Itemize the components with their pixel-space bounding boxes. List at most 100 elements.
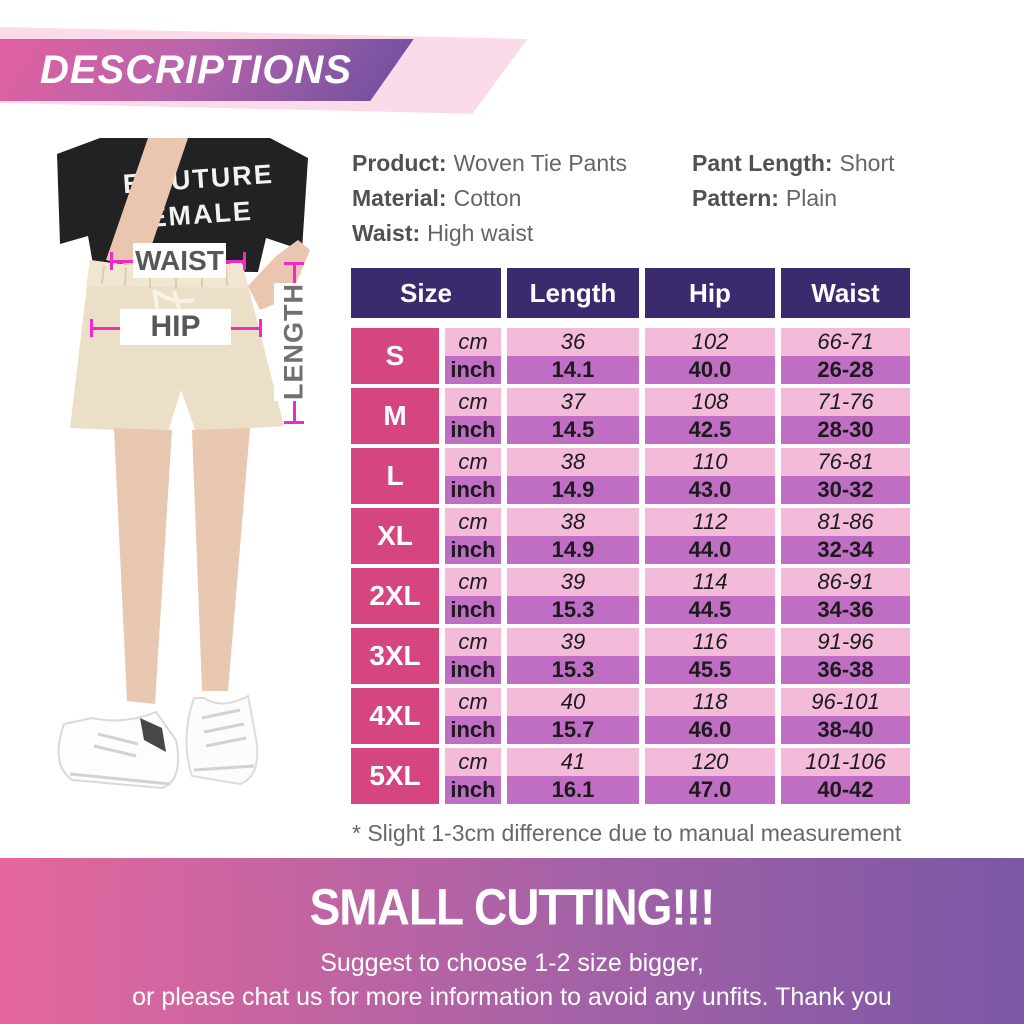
small-cutting-banner: SMALL CUTTING!!! Suggest to choose 1-2 s… (0, 858, 1024, 1024)
size-cell: L (351, 448, 439, 504)
field-label: Pant Length: (692, 150, 833, 176)
hip-value-cell: 114 44.5 (645, 568, 775, 624)
hip-cm-value: 110 (645, 448, 775, 476)
field-value: Cotton (453, 185, 522, 211)
hip-value-cell: 110 43.0 (645, 448, 775, 504)
size-chart-table: Size Length Hip Waist S cm inch 36 14.1 … (351, 268, 911, 808)
left-sneaker (57, 710, 180, 790)
unit-inch-label: inch (445, 416, 501, 444)
field-label: Material: (352, 185, 447, 211)
unit-inch-label: inch (445, 776, 501, 804)
field-value: Short (839, 150, 895, 176)
waist-value-cell: 71-76 28-30 (781, 388, 910, 444)
shorts-shape (70, 260, 284, 432)
waist-cm-value: 96-101 (781, 688, 910, 716)
column-header-hip: Hip (645, 268, 775, 318)
length-inch-value: 15.3 (507, 656, 639, 684)
unit-cm-label: cm (445, 388, 501, 416)
waist-inch-value: 34-36 (781, 596, 910, 624)
product-field: Pant Length: Short (692, 150, 895, 176)
unit-column: cm inch (445, 328, 501, 384)
table-row: M cm inch 37 14.5 108 42.5 71-76 28-30 (351, 388, 911, 444)
waist-value-cell: 96-101 38-40 (781, 688, 910, 744)
hip-inch-value: 44.0 (645, 536, 775, 564)
length-cm-value: 39 (507, 568, 639, 596)
hip-inch-value: 47.0 (645, 776, 775, 804)
waist-value-cell: 91-96 36-38 (781, 628, 910, 684)
unit-column: cm inch (445, 748, 501, 804)
right-arm (248, 240, 310, 310)
product-field: Product: Woven Tie Pants (352, 150, 627, 176)
length-cm-value: 39 (507, 628, 639, 656)
product-field: Pattern: Plain (692, 185, 895, 211)
length-inch-value: 15.7 (507, 716, 639, 744)
hip-value-cell: 120 47.0 (645, 748, 775, 804)
banner-subline-1: Suggest to choose 1-2 size bigger, (320, 949, 704, 977)
hip-value-cell: 112 44.0 (645, 508, 775, 564)
length-inch-value: 16.1 (507, 776, 639, 804)
length-inch-value: 14.9 (507, 536, 639, 564)
unit-cm-label: cm (445, 748, 501, 776)
length-value-cell: 39 15.3 (507, 568, 639, 624)
unit-inch-label: inch (445, 716, 501, 744)
waist-cm-value: 76-81 (781, 448, 910, 476)
unit-cm-label: cm (445, 688, 501, 716)
length-inch-value: 15.3 (507, 596, 639, 624)
left-arm (106, 138, 188, 268)
hip-cm-value: 118 (645, 688, 775, 716)
length-inch-value: 14.5 (507, 416, 639, 444)
unit-inch-label: inch (445, 356, 501, 384)
banner-subline-2: or please chat us for more information t… (132, 983, 892, 1011)
hip-value-cell: 102 40.0 (645, 328, 775, 384)
hip-cm-value: 108 (645, 388, 775, 416)
length-value-cell: 41 16.1 (507, 748, 639, 804)
product-field: Waist: High waist (352, 220, 627, 246)
column-header-length: Length (507, 268, 639, 318)
length-inch-value: 14.1 (507, 356, 639, 384)
waist-value-cell: 66-71 26-28 (781, 328, 910, 384)
hip-cm-value: 112 (645, 508, 775, 536)
table-row: 2XL cm inch 39 15.3 114 44.5 86-91 34-36 (351, 568, 911, 624)
length-value-cell: 36 14.1 (507, 328, 639, 384)
unit-cm-label: cm (445, 448, 501, 476)
table-row: 5XL cm inch 41 16.1 120 47.0 101-106 40-… (351, 748, 911, 804)
unit-inch-label: inch (445, 596, 501, 624)
length-value-cell: 40 15.7 (507, 688, 639, 744)
waist-inch-value: 28-30 (781, 416, 910, 444)
length-inch-value: 14.9 (507, 476, 639, 504)
size-table-rows: S cm inch 36 14.1 102 40.0 66-71 26-28 M… (351, 328, 911, 804)
waist-cm-value: 66-71 (781, 328, 910, 356)
table-row: XL cm inch 38 14.9 112 44.0 81-86 32-34 (351, 508, 911, 564)
measurement-footnote: * Slight 1-3cm difference due to manual … (352, 820, 902, 846)
field-value: High waist (427, 220, 534, 246)
waist-inch-value: 40-42 (781, 776, 910, 804)
hip-inch-value: 45.5 (645, 656, 775, 684)
product-info-left: Product: Woven Tie Pants Material: Cotton … (352, 150, 627, 255)
table-row: L cm inch 38 14.9 110 43.0 76-81 30-32 (351, 448, 911, 504)
waist-inch-value: 36-38 (781, 656, 910, 684)
unit-column: cm inch (445, 448, 501, 504)
size-cell: 5XL (351, 748, 439, 804)
waist-cm-value: 71-76 (781, 388, 910, 416)
unit-column: cm inch (445, 688, 501, 744)
field-label: Pattern: (692, 185, 779, 211)
left-sneaker-heel-patch (140, 718, 166, 752)
unit-inch-label: inch (445, 476, 501, 504)
waist-inch-value: 32-34 (781, 536, 910, 564)
unit-column: cm inch (445, 568, 501, 624)
waist-inch-value: 26-28 (781, 356, 910, 384)
table-row: 4XL cm inch 40 15.7 118 46.0 96-101 38-4… (351, 688, 911, 744)
table-header-row: Size Length Hip Waist (351, 268, 911, 318)
descriptions-banner: DESCRIPTIONS (0, 26, 560, 120)
size-cell: 4XL (351, 688, 439, 744)
length-value-cell: 39 15.3 (507, 628, 639, 684)
hip-inch-value: 40.0 (645, 356, 775, 384)
waist-value-cell: 86-91 34-36 (781, 568, 910, 624)
length-cm-value: 37 (507, 388, 639, 416)
field-value: Plain (785, 185, 838, 211)
size-cell: XL (351, 508, 439, 564)
unit-cm-label: cm (445, 508, 501, 536)
unit-column: cm inch (445, 508, 501, 564)
hip-cm-value: 120 (645, 748, 775, 776)
column-header-size: Size (351, 268, 501, 318)
